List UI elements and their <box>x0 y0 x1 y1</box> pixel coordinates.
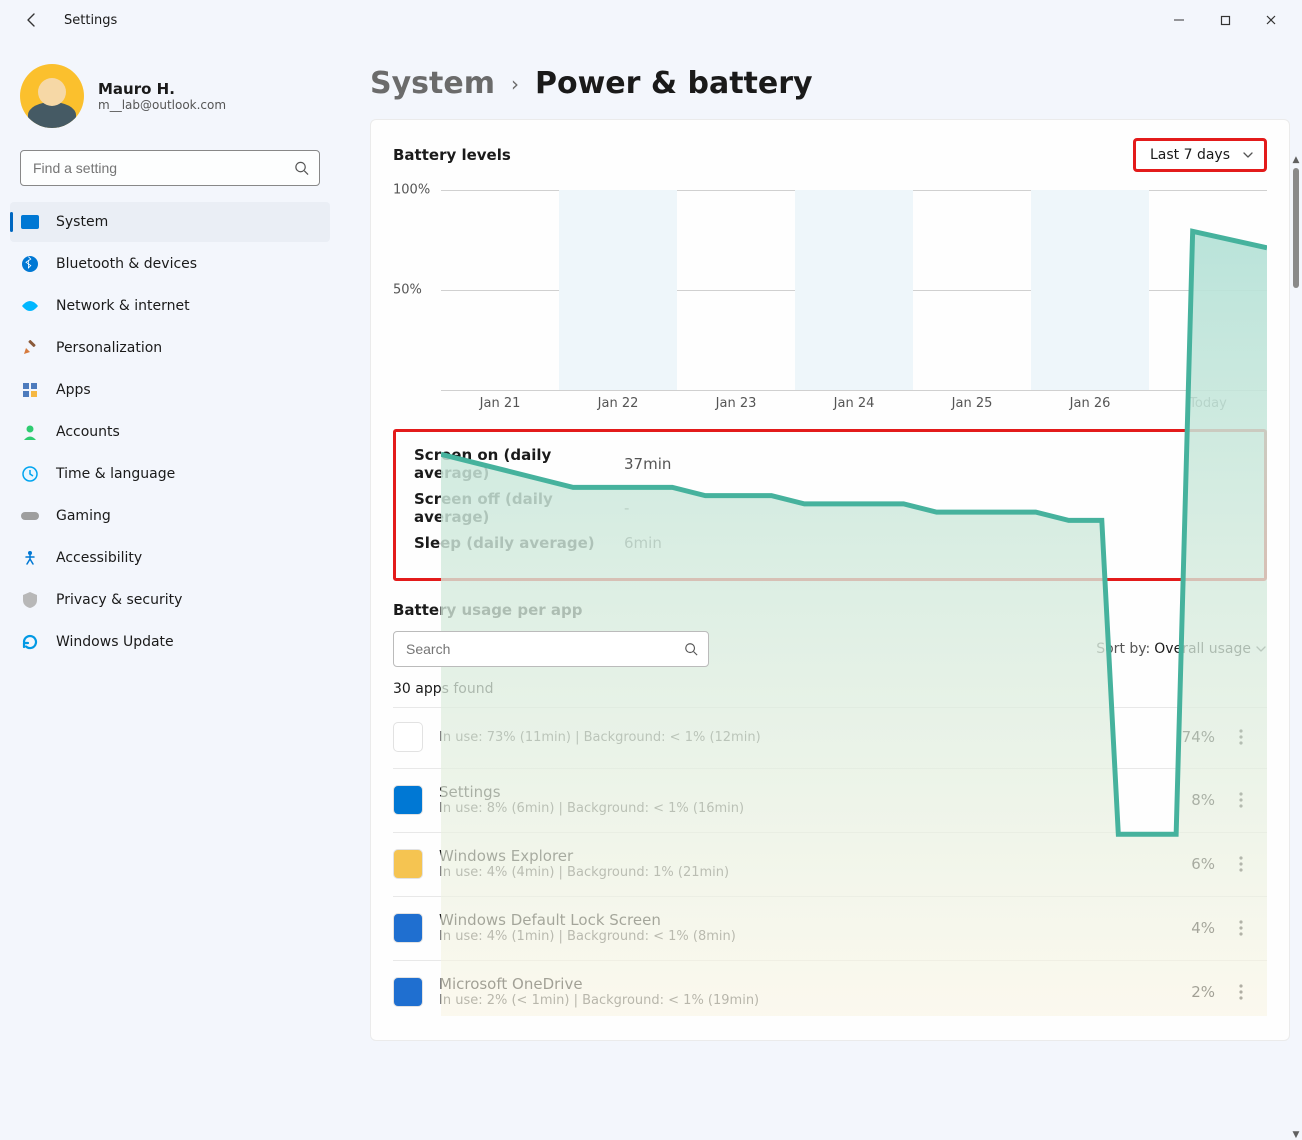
sidebar-item[interactable]: Accessibility <box>10 538 330 578</box>
sidebar-item[interactable]: Time & language <box>10 454 330 494</box>
nav-label: Personalization <box>56 340 162 356</box>
nav-icon <box>20 506 40 526</box>
nav-icon <box>20 590 40 610</box>
nav-label: Privacy & security <box>56 592 182 608</box>
profile[interactable]: Mauro H. m__lab@outlook.com <box>0 56 340 144</box>
app-icon <box>393 913 423 943</box>
sidebar-item[interactable]: System <box>10 202 330 242</box>
search-icon <box>294 161 309 176</box>
sidebar-item[interactable]: Apps <box>10 370 330 410</box>
app-icon <box>393 977 423 1007</box>
breadcrumb-root[interactable]: System <box>370 66 495 101</box>
nav-label: Accessibility <box>56 550 142 566</box>
settings-search-input[interactable] <box>21 151 319 185</box>
settings-search[interactable] <box>20 150 320 186</box>
scroll-down-icon[interactable]: ▼ <box>1292 1131 1300 1140</box>
main-content: System › Power & battery Battery levels … <box>340 40 1302 1140</box>
period-select-label: Last 7 days <box>1150 147 1230 163</box>
sidebar-item[interactable]: Privacy & security <box>10 580 330 620</box>
sidebar-item[interactable]: Accounts <box>10 412 330 452</box>
app-icon <box>393 785 423 815</box>
nav-label: Apps <box>56 382 91 398</box>
nav-icon <box>20 464 40 484</box>
battery-area-chart <box>441 190 1267 1016</box>
sidebar-item[interactable]: Network & internet <box>10 286 330 326</box>
nav-icon <box>20 296 40 316</box>
window-title: Settings <box>64 13 117 28</box>
nav-label: Bluetooth & devices <box>56 256 197 272</box>
profile-name: Mauro H. <box>98 80 226 98</box>
y-axis-label: 100% <box>393 183 430 198</box>
nav-icon <box>20 548 40 568</box>
y-axis-label: 50% <box>393 283 422 298</box>
battery-levels-title: Battery levels <box>393 146 511 164</box>
scroll-up-icon[interactable]: ▲ <box>1292 156 1300 165</box>
breadcrumb-leaf: Power & battery <box>535 66 813 101</box>
sidebar-item[interactable]: Bluetooth & devices <box>10 244 330 284</box>
app-search[interactable] <box>393 631 709 667</box>
nav-icon <box>20 212 40 232</box>
back-button[interactable] <box>16 4 48 36</box>
app-icon <box>393 849 423 879</box>
profile-email: m__lab@outlook.com <box>98 98 226 112</box>
maximize-button[interactable] <box>1202 4 1248 36</box>
avatar <box>20 64 84 128</box>
period-select[interactable]: Last 7 days <box>1133 138 1267 172</box>
nav-icon <box>20 380 40 400</box>
titlebar: Settings <box>0 0 1302 40</box>
nav-icon <box>20 338 40 358</box>
sidebar-item[interactable]: Windows Update <box>10 622 330 662</box>
nav-label: Gaming <box>56 508 111 524</box>
chevron-down-icon <box>1242 149 1254 161</box>
scroll-thumb[interactable] <box>1293 168 1299 288</box>
scrollbar[interactable]: ▲ ▼ <box>1292 158 1300 1140</box>
nav-label: Time & language <box>56 466 175 482</box>
nav-icon <box>20 254 40 274</box>
nav-label: Accounts <box>56 424 120 440</box>
app-icon <box>393 722 423 752</box>
chevron-right-icon: › <box>511 72 519 96</box>
nav-label: Network & internet <box>56 298 190 314</box>
app-search-input[interactable] <box>394 632 708 666</box>
sidebar: Mauro H. m__lab@outlook.com System Bluet… <box>0 40 340 1140</box>
nav-icon <box>20 422 40 442</box>
sidebar-item[interactable]: Gaming <box>10 496 330 536</box>
nav: System Bluetooth & devices Network & int… <box>0 202 340 662</box>
nav-label: System <box>56 214 108 230</box>
window-controls <box>1156 4 1294 36</box>
nav-label: Windows Update <box>56 634 174 650</box>
breadcrumb: System › Power & battery <box>370 66 1290 101</box>
close-button[interactable] <box>1248 4 1294 36</box>
nav-icon <box>20 632 40 652</box>
minimize-button[interactable] <box>1156 4 1202 36</box>
sidebar-item[interactable]: Personalization <box>10 328 330 368</box>
search-icon <box>684 642 698 656</box>
battery-chart: 100%50% Jan 21Jan 22Jan 23Jan 24Jan 25Ja… <box>393 182 1267 411</box>
battery-panel: Battery levels Last 7 days 100%50% Jan 2… <box>370 119 1290 1041</box>
